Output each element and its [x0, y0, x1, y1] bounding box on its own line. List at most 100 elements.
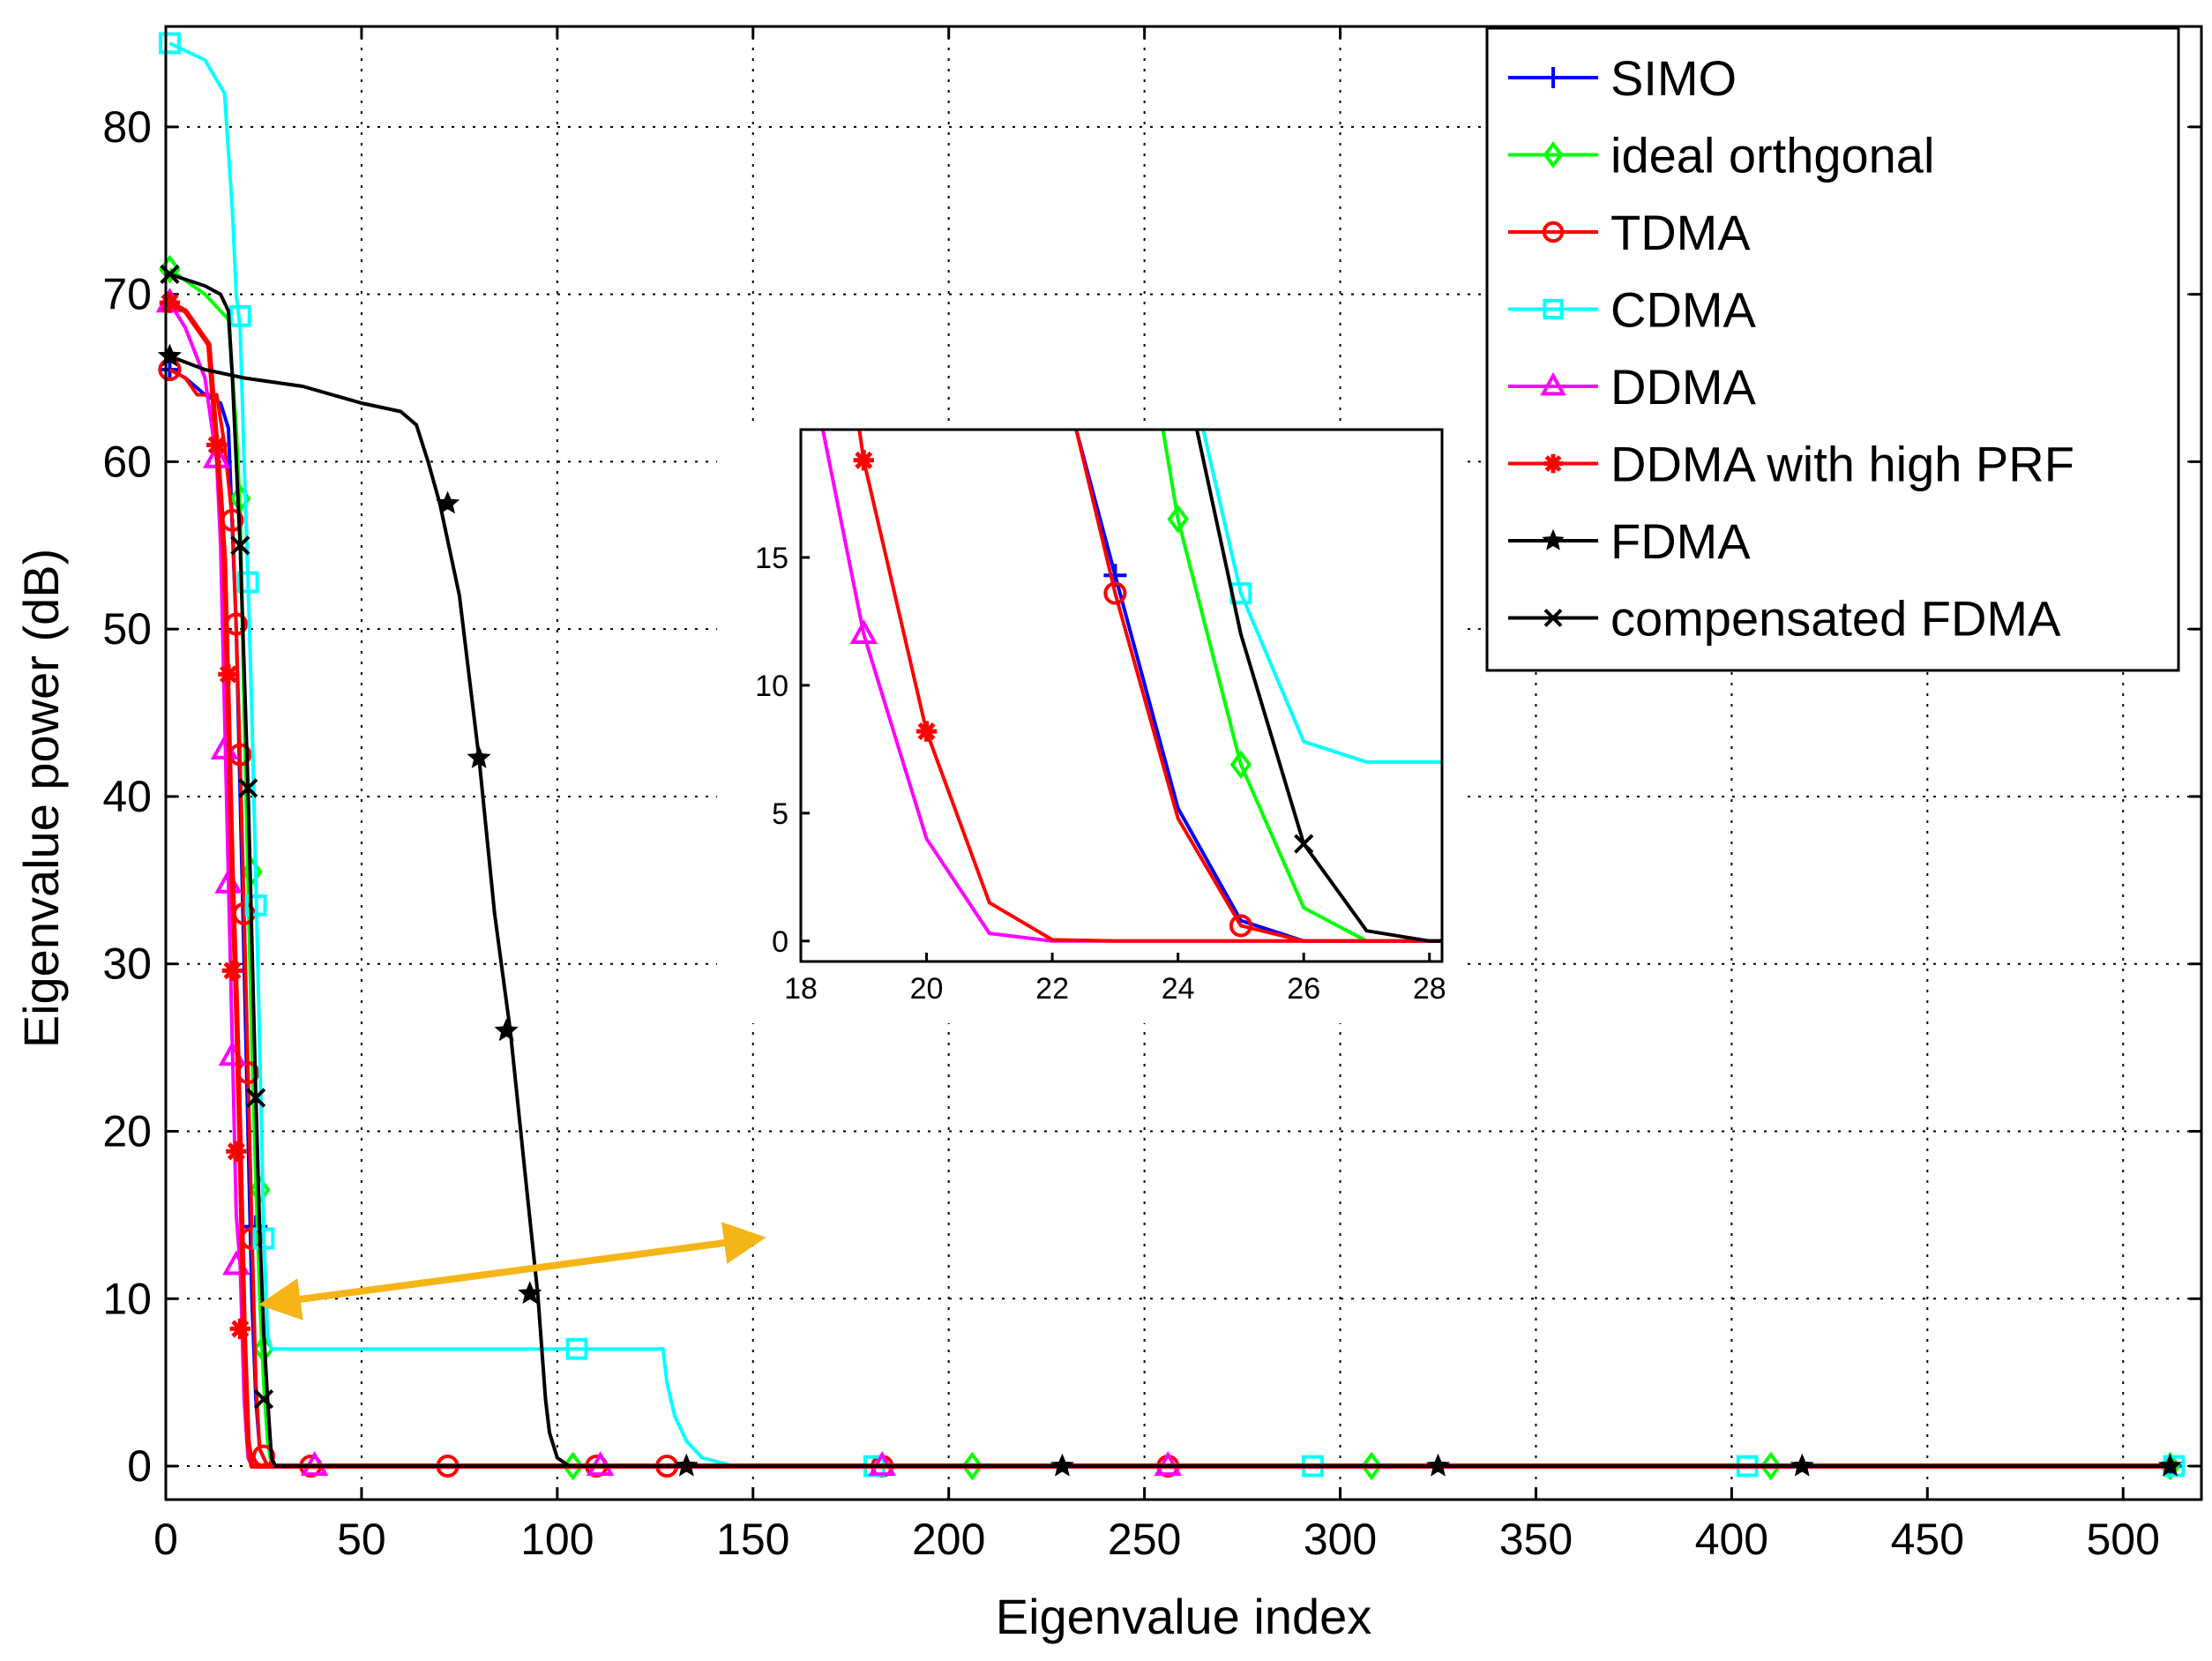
- inset-point-compensated-fdma: [1294, 834, 1314, 854]
- data-point-compensated-fdma: [160, 264, 180, 285]
- legend-entry-ddma: DDMA: [1508, 359, 1757, 415]
- data-point-fdma: [435, 490, 460, 514]
- x-tick-label: 150: [716, 1515, 789, 1564]
- inset-point-tdma: [1229, 914, 1252, 938]
- series-line-ddma-with-high-prf: [168, 300, 2167, 1469]
- data-point-compensated-fdma: [253, 1388, 274, 1410]
- inset-x-tick-label: 18: [784, 972, 818, 1006]
- x-axis-label: Eigenvalue index: [996, 1589, 1372, 1644]
- data-point-fdma: [2157, 1453, 2183, 1477]
- data-point-compensated-fdma: [238, 778, 258, 798]
- legend-entry-tdma: TDMA: [1508, 205, 1751, 260]
- legend-marker-ddma: [1540, 371, 1566, 396]
- inset-series: [820, 430, 1442, 943]
- data-point-ddma-with-high-prf: [226, 1141, 247, 1162]
- legend-entry-cdma: CDMA: [1508, 282, 1757, 338]
- x-tick-label: 450: [1891, 1515, 1964, 1564]
- data-point-ideal-orthgonal: [1360, 1451, 1383, 1481]
- x-tick-label: 250: [1108, 1515, 1181, 1564]
- legend-marker-simo: [1543, 67, 1564, 88]
- inset-series-ddma-with-high-prf: [853, 430, 1442, 943]
- x-tick-label: 100: [520, 1515, 594, 1564]
- inset-point-ideal-orthgonal: [1229, 750, 1252, 780]
- data-point-cdma: [244, 894, 267, 917]
- data-point-ddma-with-high-prf: [159, 292, 181, 313]
- y-axis-label: Eigenvalue power (dB): [13, 549, 69, 1049]
- y-tick-label: 70: [102, 270, 152, 319]
- legend-marker-cdma: [1543, 298, 1564, 320]
- data-point-cdma: [159, 32, 181, 55]
- inset-x-tick-label: 20: [910, 972, 944, 1006]
- legend-entry-ideal-orthgonal: ideal orthgonal: [1508, 128, 1934, 183]
- y-tick-label: 40: [102, 772, 152, 821]
- x-tick-label: 200: [912, 1515, 985, 1564]
- legend-marker-ideal-orthgonal: [1543, 141, 1564, 168]
- inset-y-tick-label: 15: [755, 542, 788, 575]
- series-compensated-fdma: [160, 264, 2167, 1468]
- legend-label: ideal orthgonal: [1610, 128, 1934, 183]
- series-ddma-with-high-prf: [159, 292, 2167, 1469]
- inset-x-tick-label: 26: [1287, 972, 1320, 1006]
- inset-y-tick-label: 5: [772, 797, 788, 831]
- inset-y-tick-label: 0: [772, 925, 788, 959]
- inset-line-cdma: [1201, 430, 1442, 764]
- legend-label: CDMA: [1610, 282, 1757, 338]
- legend-marker-fdma: [1542, 528, 1565, 550]
- legend-marker-tdma: [1542, 221, 1565, 243]
- legend-box: [1485, 26, 2180, 672]
- legend-marker-compensated-fdma: [1543, 609, 1563, 627]
- data-point-ddma-with-high-prf: [218, 663, 239, 685]
- legend-entry-simo: SIMO: [1508, 50, 1737, 106]
- data-point-compensated-fdma: [245, 1088, 266, 1108]
- data-point-fdma: [494, 1018, 519, 1042]
- x-tick-label: 350: [1499, 1515, 1573, 1564]
- data-point-fdma: [467, 745, 491, 768]
- inset-point-ddma-with-high-prf: [915, 721, 938, 742]
- main-plot-frame: [164, 25, 2203, 1501]
- zoom-arrow: [258, 1222, 766, 1321]
- legend-label: SIMO: [1610, 50, 1737, 106]
- y-tick-label: 50: [102, 604, 152, 654]
- legend-marker-ddma-with-high-prf: [1543, 453, 1563, 474]
- main-series: [155, 32, 2186, 1481]
- data-point-fdma: [157, 343, 183, 367]
- data-point-ideal-orthgonal: [1760, 1451, 1782, 1481]
- y-tick-label: 60: [102, 437, 152, 486]
- inset-ticks: 18 20 22 24 26 28 0 5 10 15: [755, 542, 1446, 1006]
- series-line-fdma: [168, 355, 2167, 1468]
- inset-line-compensated-fdma: [1195, 430, 1442, 943]
- main-ticks: 0 50 100 150 200 250 300 350 400 450 500 0 10 20 30 40 5…: [102, 26, 2201, 1564]
- x-tick-label: 300: [1304, 1515, 1377, 1564]
- data-point-cdma: [228, 304, 251, 327]
- x-tick-label: 400: [1695, 1515, 1768, 1564]
- data-point-cdma: [236, 571, 259, 594]
- inset-x-tick-label: 22: [1035, 972, 1069, 1006]
- legend-label: TDMA: [1610, 205, 1751, 260]
- data-point-compensated-fdma: [230, 535, 250, 556]
- legend-label: compensated FDMA: [1610, 591, 2061, 647]
- inset-point-tdma: [1103, 581, 1127, 605]
- inset-point-ideal-orthgonal: [1167, 505, 1189, 534]
- data-point-ideal-orthgonal: [562, 1451, 584, 1481]
- y-tick-label: 20: [102, 1107, 152, 1156]
- legend: SIMO ideal orthgonal TDMA CDMA DDMA DDMA with…: [1485, 26, 2180, 672]
- x-tick-label: 0: [153, 1515, 178, 1564]
- y-tick-label: 10: [102, 1274, 152, 1323]
- legend-entry-fdma: FDMA: [1508, 513, 1751, 569]
- data-point-cdma: [565, 1337, 588, 1360]
- inset-x-tick-label: 24: [1162, 972, 1195, 1006]
- inset-y-tick-label: 10: [755, 670, 788, 703]
- data-point-ddma-with-high-prf: [221, 960, 243, 982]
- data-point-ddma-with-high-prf: [229, 1318, 251, 1340]
- data-point-ideal-orthgonal: [961, 1451, 983, 1481]
- inset-point-ddma-with-high-prf: [853, 450, 874, 471]
- x-tick-label: 500: [2087, 1515, 2160, 1564]
- inset-point-ddma: [849, 618, 878, 645]
- inset-x-tick-label: 28: [1413, 972, 1446, 1006]
- y-tick-label: 30: [102, 939, 152, 989]
- inset-series-compensated-fdma: [1195, 430, 1442, 943]
- legend-entry-ddma-with-high-prf: DDMA with high PRF: [1508, 437, 2074, 492]
- inset-frame: [799, 428, 1444, 963]
- inset-zoom-chart: 18 20 22 24 26 28 0 5 10 15: [717, 421, 1460, 1023]
